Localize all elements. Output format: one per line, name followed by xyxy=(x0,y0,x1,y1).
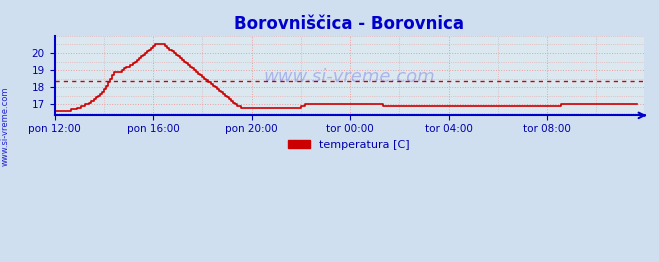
Text: www.si-vreme.com: www.si-vreme.com xyxy=(263,68,435,86)
Legend: temperatura [C]: temperatura [C] xyxy=(284,136,415,155)
Text: www.si-vreme.com: www.si-vreme.com xyxy=(1,86,10,166)
Title: Borovniščica - Borovnica: Borovniščica - Borovnica xyxy=(234,15,464,33)
